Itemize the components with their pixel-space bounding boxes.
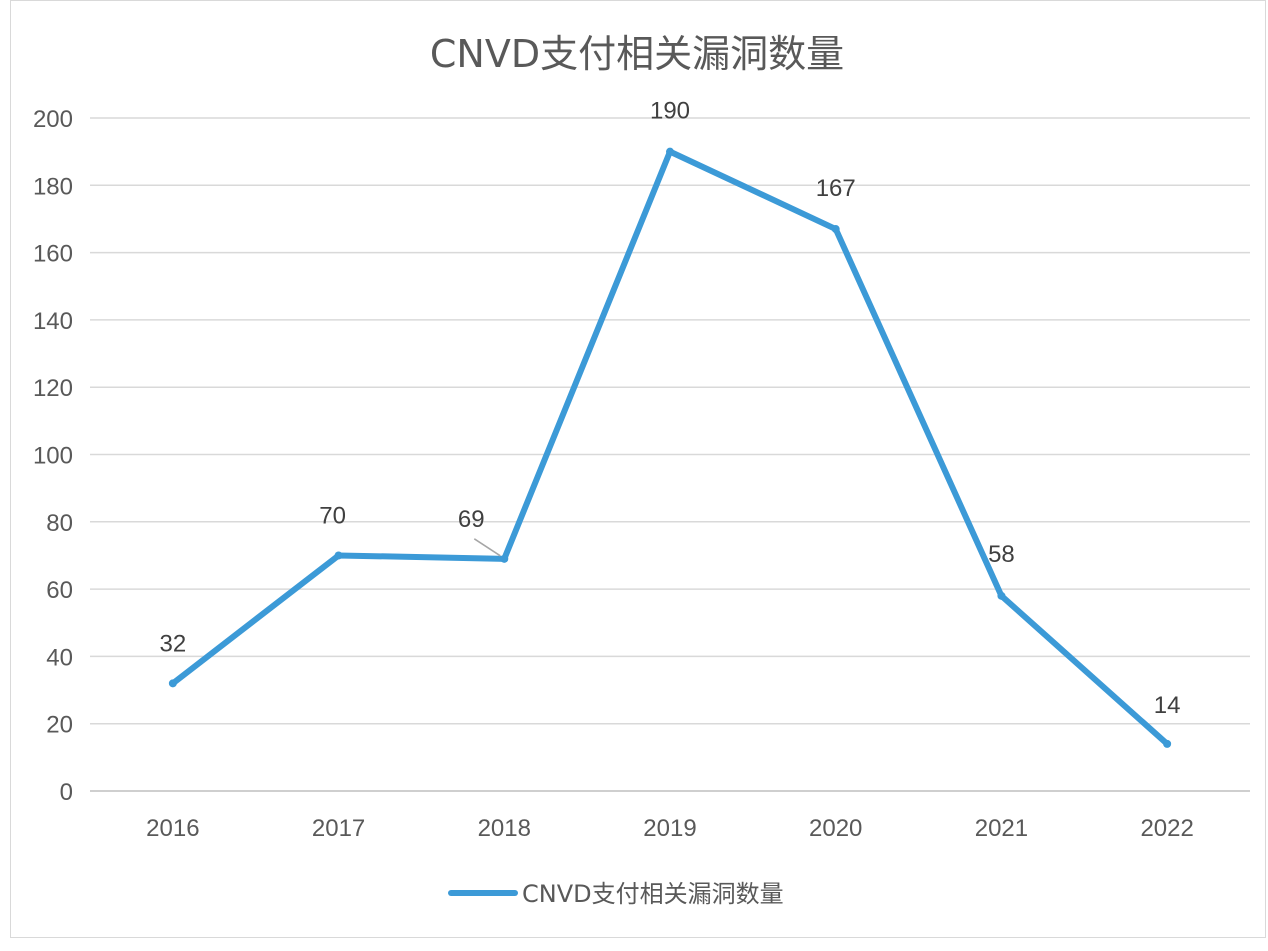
x-tick-label: 2016 <box>146 815 199 842</box>
x-axis-ticks: 2016 2017 2018 2019 2020 2021 2022 <box>146 815 1194 842</box>
y-tick-label: 80 <box>46 510 73 537</box>
y-tick-label: 200 <box>33 106 73 133</box>
y-tick-label: 60 <box>46 577 73 604</box>
x-tick-label: 2019 <box>643 815 696 842</box>
legend[interactable]: CNVD支付相关漏洞数量 <box>448 880 784 908</box>
data-label: 70 <box>319 502 346 529</box>
data-labels: 32 70 69 190 167 58 14 <box>160 98 1181 719</box>
y-tick-label: 0 <box>60 779 73 806</box>
y-tick-label: 100 <box>33 443 73 470</box>
series-layer <box>168 147 1172 748</box>
y-tick-label: 40 <box>46 644 73 671</box>
x-tick-label: 2020 <box>809 815 862 842</box>
y-axis-ticks: 0 20 40 60 80 100 120 140 160 180 200 <box>33 106 73 806</box>
y-tick-label: 160 <box>33 241 73 268</box>
y-tick-label: 120 <box>33 375 73 402</box>
x-tick-label: 2021 <box>975 815 1028 842</box>
x-tick-label: 2017 <box>312 815 365 842</box>
y-tick-label: 180 <box>33 173 73 200</box>
data-label: 190 <box>650 98 690 125</box>
y-tick-label: 140 <box>33 308 73 335</box>
series-line[interactable] <box>169 148 1171 747</box>
x-tick-label: 2018 <box>478 815 531 842</box>
data-point[interactable] <box>334 551 343 560</box>
data-point[interactable] <box>500 554 509 563</box>
data-label: 69 <box>458 506 485 533</box>
data-point[interactable] <box>1163 739 1172 748</box>
data-label: 58 <box>988 541 1015 568</box>
chart-frame <box>10 0 1266 938</box>
data-point[interactable] <box>997 591 1006 600</box>
data-point[interactable] <box>831 225 840 234</box>
gridlines <box>90 117 1250 792</box>
label-leader-line <box>473 538 501 557</box>
data-label: 14 <box>1154 692 1181 719</box>
data-point[interactable] <box>666 147 674 156</box>
chart-title: CNVD支付相关漏洞数量 <box>430 32 844 76</box>
data-label: 167 <box>816 175 856 202</box>
data-label: 32 <box>160 630 187 657</box>
data-point[interactable] <box>168 679 177 688</box>
legend-label: CNVD支付相关漏洞数量 <box>522 880 784 908</box>
x-tick-label: 2022 <box>1140 815 1193 842</box>
y-tick-label: 20 <box>46 712 73 739</box>
